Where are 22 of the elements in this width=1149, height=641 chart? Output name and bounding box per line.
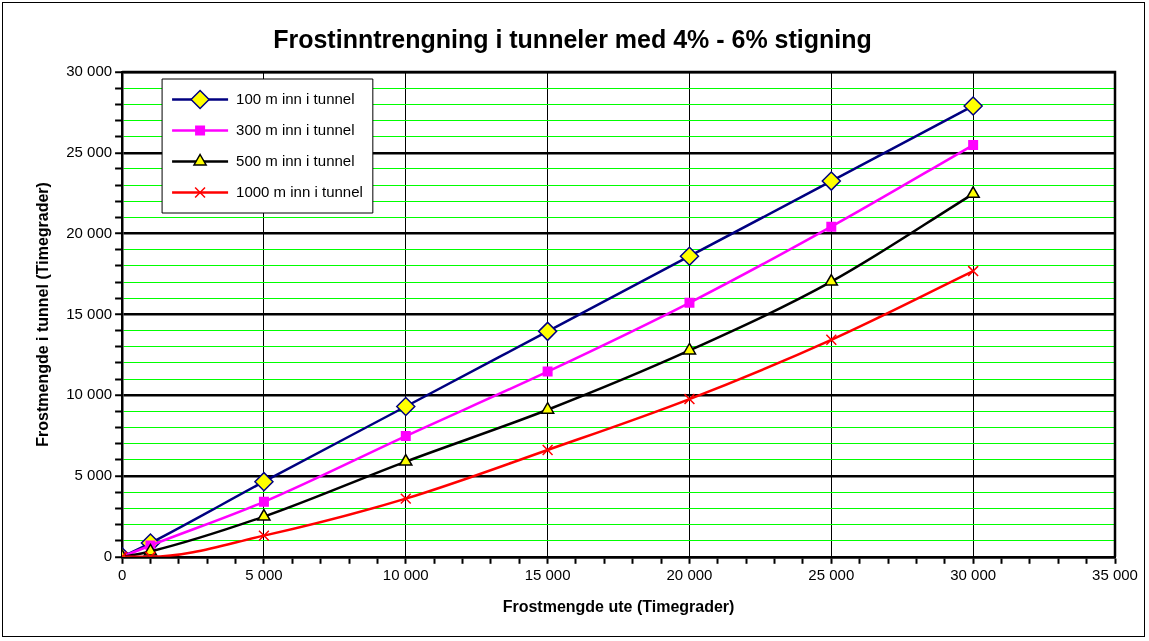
y-tick-label: 20 000 xyxy=(66,223,113,241)
y-tick-label: 0 xyxy=(103,546,113,564)
legend-label: 300 m inn i tunnel xyxy=(236,120,355,138)
legend-label: 1000 m inn i tunnel xyxy=(236,182,363,200)
y-tick-label: 5 000 xyxy=(74,466,113,484)
y-tick-label: 30 000 xyxy=(66,62,113,80)
x-tick-label: 30 000 xyxy=(950,565,997,583)
x-axis-title: Frostmengde ute (Timegrader) xyxy=(502,597,735,615)
x-tick-label: 0 xyxy=(117,565,127,583)
x-tick-label: 5 000 xyxy=(245,565,283,583)
x-tick-label: 15 000 xyxy=(524,565,571,583)
x-tick-label: 25 000 xyxy=(808,565,855,583)
legend-label: 100 m inn i tunnel xyxy=(236,89,355,107)
y-tick-label: 15 000 xyxy=(66,304,113,322)
y-axis-title: Frostmengde i tunnel (Timegrader) xyxy=(34,182,52,447)
x-tick-label: 20 000 xyxy=(666,565,713,583)
x-tick-label: 35 000 xyxy=(1092,565,1138,583)
x-tick-label: 10 000 xyxy=(382,565,429,583)
y-tick-label: 25 000 xyxy=(66,142,113,160)
legend-label: 500 m inn i tunnel xyxy=(236,151,355,169)
y-tick-label: 10 000 xyxy=(66,385,113,403)
chart-title: Frostinntrengning i tunneler med 4% - 6% stigning xyxy=(273,24,872,53)
